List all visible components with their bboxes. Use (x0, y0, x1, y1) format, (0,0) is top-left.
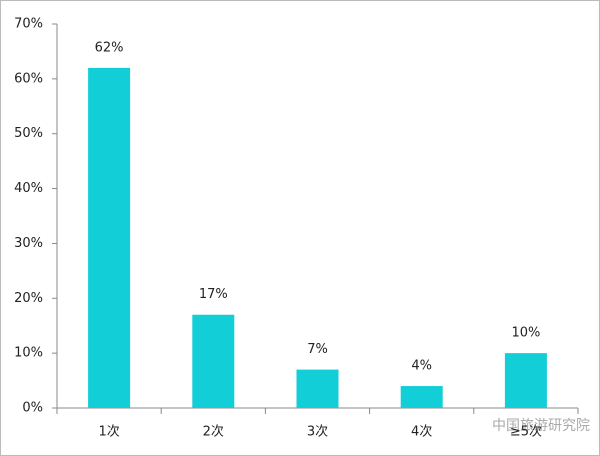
value-label: 62% (95, 40, 124, 55)
y-tick-label: 0% (22, 401, 43, 416)
y-tick-label: 30% (14, 236, 43, 251)
value-label: 17% (199, 287, 228, 302)
y-tick-label: 70% (14, 17, 43, 32)
bar (504, 353, 547, 408)
x-tick-label: 2次 (203, 424, 224, 440)
y-tick-label: 60% (14, 71, 43, 86)
bar (400, 386, 443, 408)
value-label: 4% (411, 359, 432, 374)
value-label: 10% (511, 326, 540, 341)
x-tick-label: ≥5次 (510, 424, 542, 440)
y-tick-label: 50% (14, 126, 43, 141)
x-tick-label: 4次 (411, 424, 432, 440)
y-tick-label: 10% (14, 346, 43, 361)
y-tick-label: 40% (14, 181, 43, 196)
watermark: 中国旅游研究院 (492, 418, 590, 434)
y-tick-label: 20% (14, 291, 43, 306)
bar (88, 67, 131, 408)
bar (296, 369, 339, 408)
x-tick-label: 3次 (307, 424, 328, 440)
value-label: 7% (307, 342, 328, 357)
bar (192, 314, 235, 408)
x-tick-label: 1次 (98, 424, 119, 440)
